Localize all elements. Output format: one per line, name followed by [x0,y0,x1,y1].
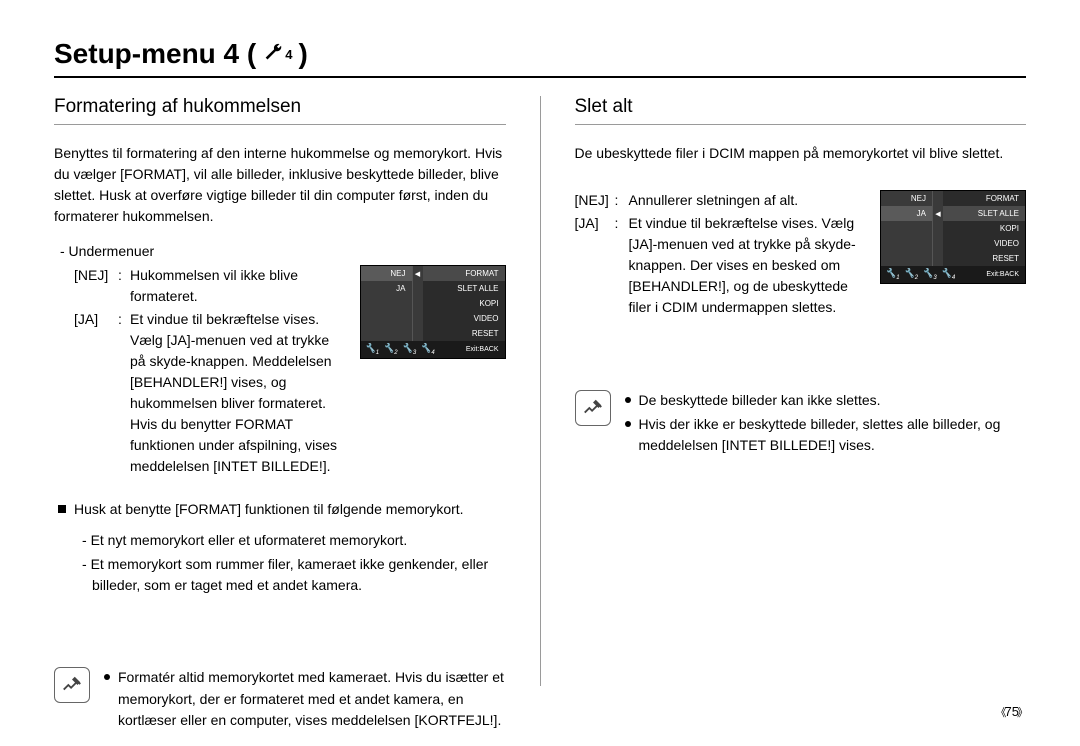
title-suffix: ) [298,38,307,70]
right-option-ja: [JA] : Et vindue til bekræftelse vises. … [575,213,865,318]
wrench-2-icon: 🔧2 [383,343,398,356]
wrench-4-icon: 4 [262,43,292,65]
page-title: Setup-menu 4 ( 4 ) [54,38,1026,78]
right-options-text: [NEJ] : Annullerer sletningen af alt. [J… [575,190,865,320]
submenu-label: - Undermenuer [60,243,506,259]
two-column-layout: Formatering af hukommelsen Benyttes til … [54,96,1026,734]
left-dash-list: - Et nyt memorykort eller et uformateret… [82,530,506,597]
note-item: Formatér altid memorykortet med kameraet… [104,667,506,732]
device-menu-left: NEJ ◀ FORMAT JA SLET ALLE KOPI VIDEO RES… [360,265,506,359]
bullet-dot-icon [625,397,631,403]
left-section-title: Formatering af hukommelsen [54,96,506,125]
right-body-wrap: [NEJ] : Annullerer sletningen af alt. [J… [575,190,1027,320]
note-icon [575,390,611,426]
bullet-dot-icon [104,674,110,680]
left-option-nej: [NEJ] : Hukommelsen vil ikke blive forma… [74,265,348,307]
left-options-text: [NEJ] : Hukommelsen vil ikke blive forma… [54,265,348,479]
wrench-1-icon: 🔧1 [885,268,900,281]
right-note-list: De beskyttede billeder kan ikke slettes.… [625,390,1027,459]
left-column: Formatering af hukommelsen Benyttes til … [54,96,506,734]
left-arrow-icon: ◀ [413,266,423,281]
page-number: 75 [996,704,1028,720]
note-item: Hvis der ikke er beskyttede billeder, sl… [625,414,1027,457]
square-bullet-icon [58,505,66,513]
left-note-box: Formatér altid memorykortet med kameraet… [54,667,506,734]
right-column: Slet alt De ubeskyttede filer i DCIM map… [575,96,1027,734]
wrench-3-icon: 🔧3 [402,343,417,356]
title-prefix: Setup-menu 4 ( [54,38,256,70]
wrench-4b-icon: 🔧4 [941,268,956,281]
right-option-nej: [NEJ] : Annullerer sletningen af alt. [575,190,865,211]
right-note-box: De beskyttede billeder kan ikke slettes.… [575,390,1027,459]
bullet-dot-icon [625,421,631,427]
dash-item: - Et nyt memorykort eller et uformateret… [82,530,506,552]
right-section-title: Slet alt [575,96,1027,125]
column-divider [540,96,541,686]
wrench-1-icon: 🔧1 [365,343,380,356]
footer-icons: 🔧1 🔧2 🔧3 🔧4 [361,343,466,356]
wrench-4b-icon: 🔧4 [420,343,435,356]
footer-icons: 🔧1 🔧2 🔧3 🔧4 [881,268,986,281]
left-intro: Benyttes til formatering af den interne … [54,143,506,227]
wrench-2-icon: 🔧2 [904,268,919,281]
left-bullet: Husk at benytte [FORMAT] funktionen til … [54,499,506,520]
device-menu-right: NEJ FORMAT JA ◀ SLET ALLE KOPI VIDEO RES… [880,190,1026,284]
device-menu-footer: 🔧1 🔧2 🔧3 🔧4 Exit:BACK [881,266,1025,283]
right-intro: De ubeskyttede filer i DCIM mappen på me… [575,143,1027,164]
left-note-list: Formatér altid memorykortet med kameraet… [104,667,506,734]
left-options-wrap: [NEJ] : Hukommelsen vil ikke blive forma… [54,265,506,479]
left-arrow-icon: ◀ [933,206,943,221]
device-menu-footer: 🔧1 🔧2 🔧3 🔧4 Exit:BACK [361,341,505,358]
wrench-3-icon: 🔧3 [922,268,937,281]
note-item: De beskyttede billeder kan ikke slettes. [625,390,1027,412]
left-option-ja: [JA] : Et vindue til bekræftelse vises. … [74,309,348,477]
note-icon [54,667,90,703]
dash-item: - Et memorykort som rummer filer, kamera… [82,554,506,597]
